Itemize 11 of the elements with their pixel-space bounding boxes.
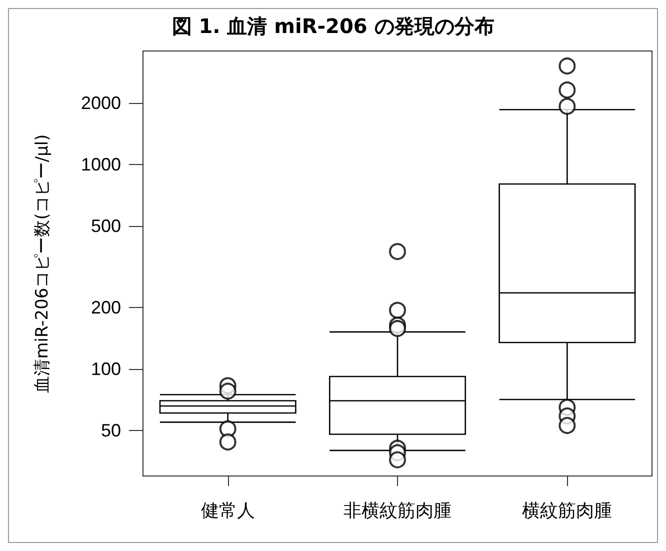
chart-title: 図 1. 血清 miR-206 の発現の分布 [172, 14, 494, 38]
x-tick-label: 横紋筋肉腫 [522, 500, 612, 522]
y-tick-label: 2000 [80, 93, 121, 114]
y-tick-label: 50 [100, 420, 121, 441]
x-tick-label: 非横紋筋肉腫 [344, 500, 452, 522]
y-tick-label: 100 [90, 359, 121, 380]
x-tick-label: 健常人 [200, 500, 255, 522]
y-tick-label: 1000 [80, 154, 121, 175]
y-axis-title: 血清miR-206コピー数(コピー/μl) [32, 134, 52, 393]
y-tick-label: 200 [90, 298, 121, 318]
y-tick-label: 500 [90, 216, 121, 236]
